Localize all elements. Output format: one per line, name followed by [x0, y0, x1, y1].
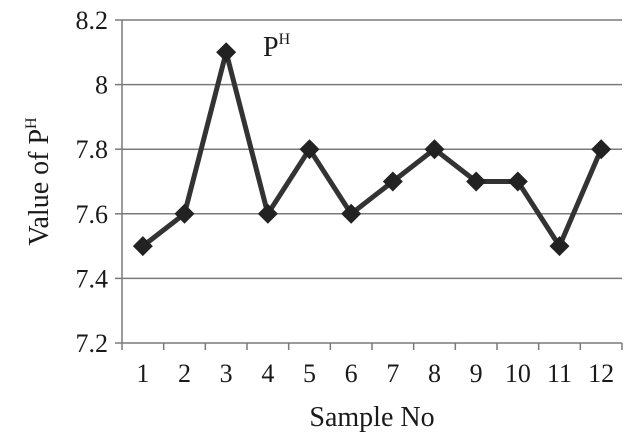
data-point-11 — [549, 236, 570, 257]
x-tick-label-8: 8 — [428, 359, 441, 388]
data-point-12 — [591, 139, 612, 160]
grid-lines — [122, 19, 622, 280]
series-label-superscript: H — [279, 31, 291, 48]
data-point-10 — [507, 171, 528, 192]
x-tick-label-10: 10 — [505, 359, 531, 388]
y-tick-label-1: 7.4 — [76, 264, 109, 293]
x-tick-label-3: 3 — [220, 359, 233, 388]
y-axis-label: Value of PH — [23, 117, 55, 246]
x-tick-label-11: 11 — [547, 359, 572, 388]
y-tick-label-4: 8 — [95, 71, 108, 100]
data-point-7 — [382, 171, 403, 192]
data-point-5 — [299, 139, 320, 160]
axes — [115, 19, 623, 350]
y-tick-label-0: 7.2 — [76, 329, 109, 358]
x-tick-label-1: 1 — [136, 359, 149, 388]
x-tick-label-2: 2 — [178, 359, 191, 388]
x-tick-label-5: 5 — [303, 359, 316, 388]
data-point-8 — [424, 139, 445, 160]
y-tick-label-3: 7.8 — [76, 135, 109, 164]
series-line-0 — [141, 51, 604, 252]
y-axis-label-text: Value of P — [24, 129, 55, 246]
data-point-2 — [174, 203, 195, 224]
y-tick-label-2: 7.6 — [76, 200, 109, 229]
x-tick-label-9: 9 — [470, 359, 483, 388]
series-ph — [132, 42, 612, 257]
series-label: PH — [263, 31, 291, 63]
x-tick-label-7: 7 — [386, 359, 399, 388]
data-point-6 — [341, 203, 362, 224]
axis-labels: Sample No Value of PH PH — [23, 31, 435, 433]
data-point-4 — [257, 203, 278, 224]
data-point-9 — [466, 171, 487, 192]
y-tick-labels: 7.2 7.4 7.6 7.8 8 8.2 — [76, 6, 109, 358]
x-axis-label: Sample No — [309, 402, 434, 433]
x-tick-label-12: 12 — [588, 359, 614, 388]
x-tick-label-6: 6 — [345, 359, 358, 388]
data-point-1 — [132, 236, 153, 257]
x-tick-label-4: 4 — [261, 359, 274, 388]
series-label-text: P — [263, 32, 279, 63]
data-point-3 — [216, 42, 237, 63]
y-tick-label-5: 8.2 — [76, 6, 109, 35]
x-tick-labels: 1 2 3 4 5 6 7 8 9 10 11 12 — [136, 359, 614, 388]
y-axis-label-superscript: H — [23, 117, 40, 129]
